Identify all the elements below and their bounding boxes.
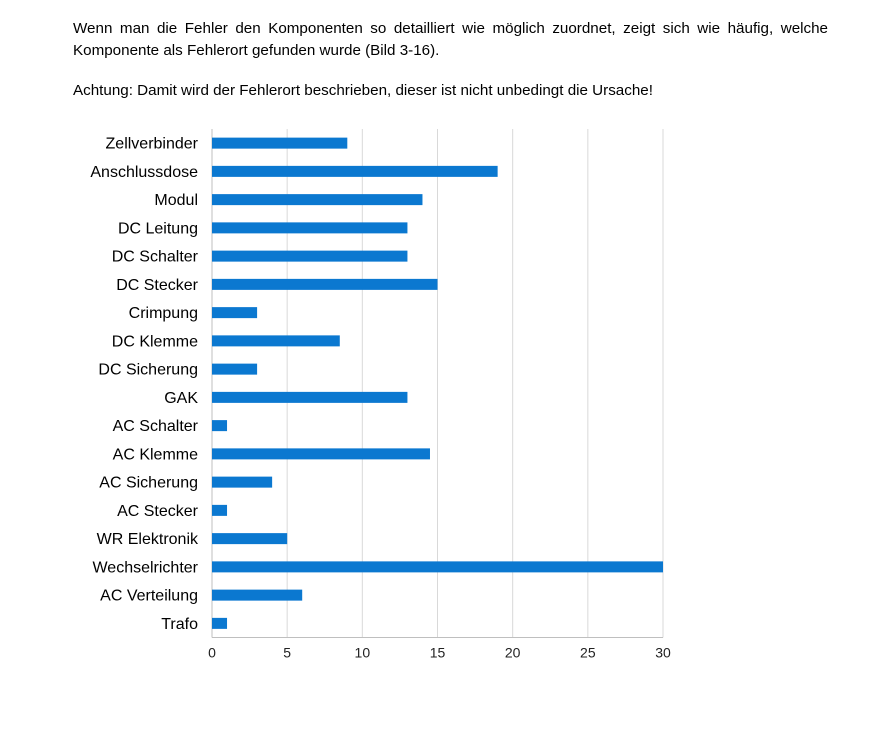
category-label: Trafo [161,616,198,633]
category-label: AC Stecker [117,503,199,520]
bar [212,561,663,573]
x-tick-label: 30 [655,645,671,661]
bar [212,504,228,516]
category-label: DC Schalter [112,249,199,266]
bar [212,420,228,432]
category-label: AC Klemme [113,446,198,463]
category-label: Modul [154,192,198,209]
bar [212,391,408,403]
chart-bars [212,137,663,629]
x-axis-ticks: 0 5 10 15 20 25 30 [208,645,671,661]
bar [212,307,258,319]
category-label: DC Leitung [118,220,198,237]
bar [212,533,288,545]
bar [212,363,258,375]
category-label: WR Elektronik [97,531,199,548]
category-label: Anschlussdose [90,164,198,181]
category-label: AC Verteilung [100,588,198,605]
x-tick-label: 5 [283,645,291,661]
category-label: AC Schalter [113,418,199,435]
category-label: DC Sicherung [98,362,198,379]
category-label: Wechselrichter [92,559,198,576]
bar [212,165,498,177]
x-tick-label: 25 [580,645,596,661]
bar [212,278,438,290]
x-tick-label: 15 [430,645,446,661]
x-tick-label: 0 [208,645,216,661]
x-tick-label: 20 [505,645,521,661]
bar [212,222,408,234]
note-paragraph: Achtung: Damit wird der Fehlerort beschr… [73,82,653,99]
bar [212,250,408,262]
bar [212,194,423,206]
category-label: Crimpung [129,305,198,322]
chart-grid [211,129,664,638]
category-labels: Zellverbinder Anschlussdose Modul DC Leitun… [90,136,199,633]
bar [212,448,430,460]
category-label: Zellverbinder [106,136,199,153]
category-label: GAK [164,390,198,407]
bar [212,476,273,488]
x-tick-label: 10 [355,645,371,661]
intro-paragraph: Wenn man die Fehler den Komponenten so d… [73,20,828,59]
bar [212,589,303,601]
bar [212,617,228,629]
category-label: DC Klemme [112,333,198,350]
category-label: AC Sicherung [99,475,198,492]
category-label: DC Stecker [116,277,198,294]
bar [212,137,348,149]
bar [212,335,340,347]
